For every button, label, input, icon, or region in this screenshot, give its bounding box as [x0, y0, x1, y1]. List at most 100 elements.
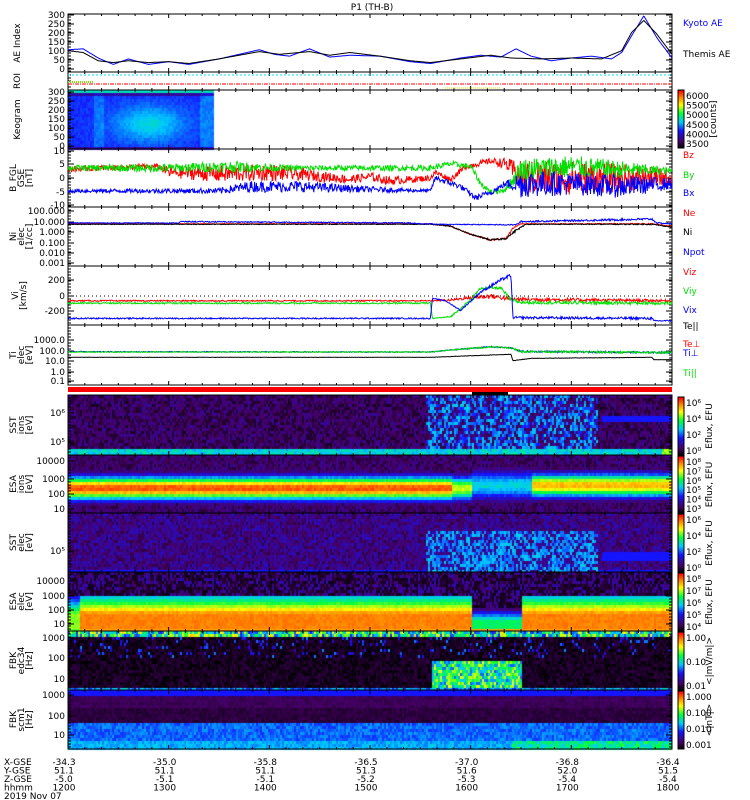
x-axis-value: 51.6 — [457, 767, 477, 777]
colorbar-frame — [677, 89, 685, 149]
mode-bar-fast — [472, 392, 508, 395]
y-tick-label: 100 — [48, 654, 65, 664]
y-axis-label: [eV] — [25, 475, 35, 494]
x-axis-value: 52.0 — [557, 767, 577, 777]
y-tick-label: 1000 — [42, 634, 65, 644]
x-axis-value: -36.4 — [656, 758, 680, 768]
series-bx — [67, 170, 673, 201]
legend-ti-: Ti⊥ — [682, 349, 699, 359]
y-axis-label: scm1 — [17, 707, 27, 731]
colorbar-tick-label: 0.01 — [686, 682, 706, 692]
panel-frame-sst_elec — [67, 512, 673, 573]
y-tick-label: 1.0 — [51, 368, 66, 378]
y-tick-label: 150 — [48, 38, 65, 48]
colorbar-frame — [677, 690, 685, 750]
x-axis-value: -5.1 — [156, 775, 174, 785]
colorbar-tick-label: 0.001 — [686, 741, 712, 751]
colorbar-tick-label: 10² — [686, 548, 701, 558]
colorbar-tick-label: 10⁸ — [686, 458, 701, 468]
panel-frame-ni — [67, 206, 673, 267]
colorbar-label: Eflux, EFU — [705, 579, 715, 625]
colorbar-tick-label: 10⁶ — [686, 477, 701, 487]
y-tick-label: 5 — [59, 160, 65, 170]
colorbar-label: <|nT|> — [705, 704, 715, 736]
y-tick-label: 10.000 — [34, 218, 66, 228]
y-axis-label: [km/s] — [19, 281, 29, 310]
colorbar-tick-label: 10⁵ — [686, 611, 701, 621]
x-axis-value: -34.3 — [52, 758, 75, 768]
colorbar-tick-label: 10⁶ — [686, 599, 701, 609]
y-axis-label: elec — [17, 346, 27, 365]
x-axis-value: 51.1 — [255, 767, 275, 777]
colorbar-tick-label: 5000 — [686, 111, 709, 121]
y-axis-label: ESA — [9, 474, 19, 493]
y-tick-label: 300 — [48, 88, 65, 98]
y-tick-label: 100 — [48, 490, 65, 500]
colorbar-tick-label: 10⁴ — [686, 623, 701, 633]
y-tick-label: 200 — [48, 29, 65, 39]
y-tick-label: 0.100 — [39, 239, 65, 249]
x-axis-value: -5.1 — [257, 775, 275, 785]
x-axis-value: 51.3 — [356, 767, 376, 777]
y-tick-label: 0.001 — [39, 259, 65, 269]
y-axis-label: [eV] — [25, 346, 35, 365]
y-tick-label: 250 — [48, 97, 65, 107]
colorbar-tick-label: 6000 — [686, 92, 709, 102]
colorbar-frame — [677, 631, 685, 691]
x-axis-value: -5.4 — [559, 775, 577, 785]
y-axis-label: FBK — [9, 651, 19, 669]
y-tick-label: 10 — [54, 147, 66, 157]
y-tick-label: 0 — [59, 174, 65, 184]
y-axis-label: edc34 — [17, 646, 27, 674]
y-tick-label: 0.1 — [51, 377, 65, 387]
x-axis-row-label: hhmm — [4, 784, 33, 794]
colorbar-tick-label: 10⁰ — [686, 564, 701, 574]
y-tick-label: 1000.0 — [34, 336, 66, 346]
colorbar-tick-label: 10⁴ — [686, 496, 701, 506]
colorbar-tick-label: 5500 — [686, 102, 709, 112]
legend-bz: Bz — [683, 151, 694, 161]
series-layer — [67, 15, 673, 395]
y-tick-label: 200 — [48, 106, 65, 116]
x-axis-value: 1300 — [153, 784, 176, 794]
y-axis-label: ions — [17, 415, 27, 434]
colorbar-tick-label: 10⁷ — [686, 467, 701, 477]
x-axis-value: 51.5 — [658, 767, 678, 777]
colorbar-tick-label: 10³ — [686, 505, 701, 515]
legend-te-: Te|| — [682, 322, 699, 332]
x-axis-value: -36.5 — [354, 758, 377, 768]
x-axis-value: 1700 — [556, 784, 579, 794]
series-vix — [67, 273, 673, 322]
y-axis-label: [Hz] — [25, 710, 35, 729]
y-tick-label: 10.0 — [45, 357, 65, 367]
legend-themis-ae: Themis AE — [682, 50, 731, 60]
x-axis-value: -35.8 — [254, 758, 278, 768]
y-tick-label: 150 — [48, 115, 65, 125]
x-axis-value: -5.2 — [357, 775, 375, 785]
x-axis-value: 1600 — [455, 784, 478, 794]
y-axis-label: [nT] — [25, 169, 35, 187]
x-axis-value: 1400 — [254, 784, 277, 794]
y-tick-label: 10 — [54, 731, 66, 741]
x-axis-value: 1800 — [657, 784, 680, 794]
y-tick-label: 10⁵ — [50, 547, 65, 557]
y-axis-label: [eV] — [25, 592, 35, 611]
y-axis-label: ROI — [13, 73, 23, 89]
colorbar-tick-label: 10⁶ — [686, 516, 701, 526]
x-axis-row-label: Y-GSE — [3, 767, 31, 777]
y-axis-label: SST — [9, 534, 19, 551]
y-tick-label: 0.010 — [39, 249, 65, 259]
legend-bx: Bx — [683, 189, 695, 199]
colorbar-tick-label: 1.00 — [686, 634, 706, 644]
y-tick-label: 0 — [59, 142, 65, 152]
y-tick-label: 10 — [54, 675, 66, 685]
y-tick-label: -10 — [50, 201, 65, 211]
x-axis-value: 1200 — [53, 784, 76, 794]
legend-kyoto-ae: Kyoto AE — [683, 19, 723, 29]
y-tick-label: 10⁶ — [50, 409, 65, 419]
legend-ne: Ne — [683, 209, 696, 219]
y-tick-label: 100 — [48, 47, 65, 57]
